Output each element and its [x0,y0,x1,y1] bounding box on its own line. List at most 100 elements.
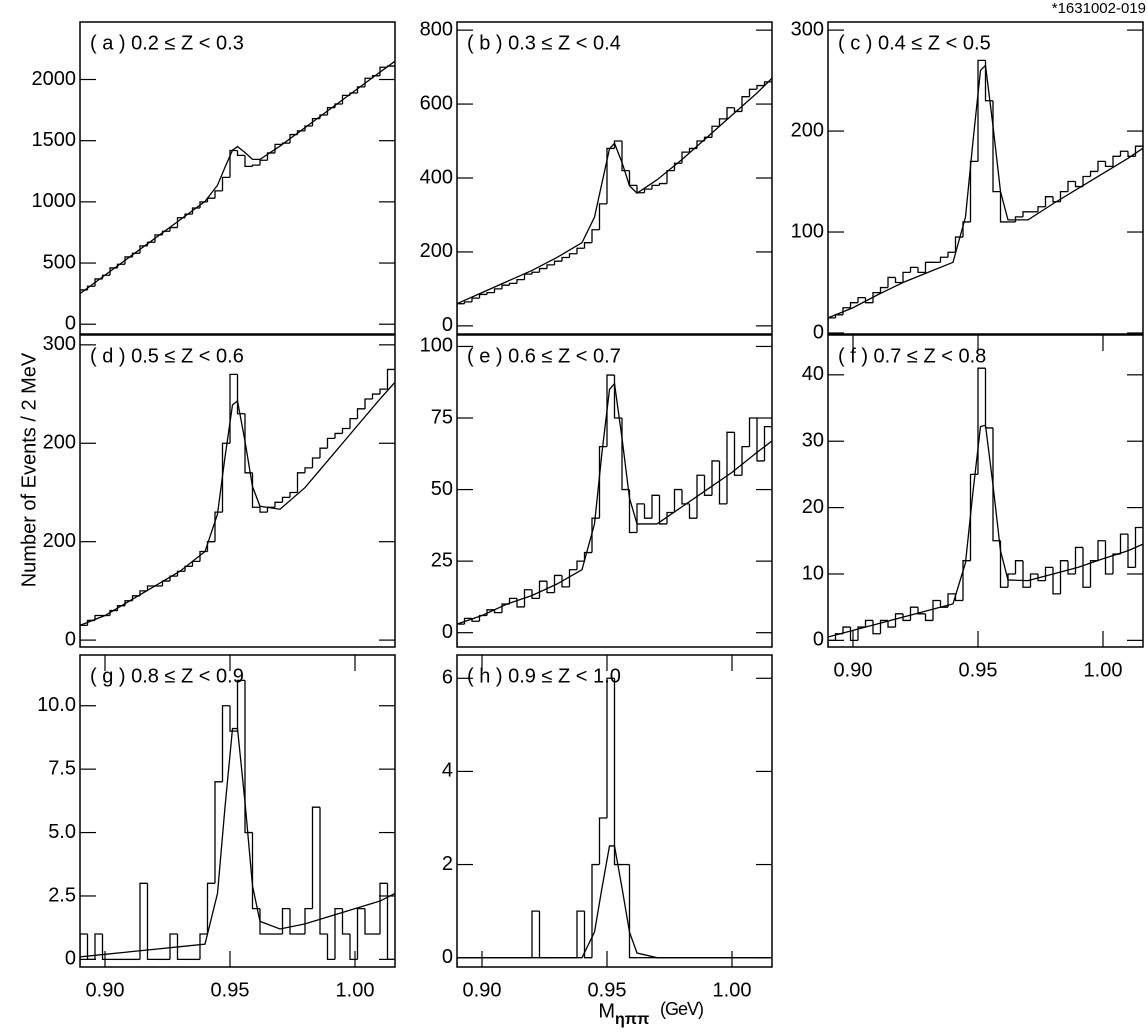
histogram-bin [341,908,350,935]
histogram-bin [741,445,750,476]
x-tick-label: 1.00 [336,979,375,1001]
histogram-bin [561,256,570,262]
histogram-bin [206,197,215,202]
histogram-bin [206,882,215,935]
histogram-bin [531,910,540,958]
histogram-bin [296,472,305,493]
histogram-bin [748,417,757,447]
histogram-bin [628,864,637,959]
y-tick-label: 200 [43,432,76,454]
y-tick-label: 0 [442,946,453,968]
histogram-bin [266,152,275,161]
histogram-bin [658,495,667,525]
histogram-bin [598,203,607,230]
histogram-bin [289,908,298,935]
histogram-bin [236,374,245,415]
histogram-bin [828,639,836,647]
histogram-bin [748,88,757,97]
histogram-bin [146,883,155,961]
y-tick-label: 75 [431,406,453,428]
histogram-bin [887,276,896,288]
histogram-bin [872,620,881,635]
x-tick-label: 0.95 [588,979,627,1001]
histogram-bin [356,86,365,93]
histogram-bin [718,118,727,127]
histogram-bin [334,908,343,960]
histogram-bin [1067,560,1076,575]
histogram-bin [969,160,978,222]
histogram-bin [1007,573,1016,588]
panel: 0 200 200 300 ( d ) 0.5 ≤ Z < 0.6 [43,333,396,650]
histogram-bin [109,609,118,616]
panel-title: ( c ) 0.4 ≤ Z < 0.5 [838,32,991,54]
y-tick-label: 200 [43,530,76,552]
histogram-bin [457,303,465,334]
plot-area [457,77,772,334]
histogram-bin [356,908,365,960]
histogram-bin [334,432,343,439]
histogram-bin [576,560,585,570]
histogram-bin [274,501,283,508]
histogram-bin [508,282,517,286]
histogram-bin [221,176,230,191]
histogram-bin [379,882,388,935]
histogram-bin [191,560,200,567]
histogram-bin [501,284,510,289]
histogram-bin [304,467,313,473]
y-tick-label: 100 [791,220,824,242]
histogram-bin [924,261,933,273]
histogram-bin [319,114,328,119]
histogram-bin [658,182,667,186]
y-tick-label: 7.5 [48,757,76,779]
histogram-bin [169,933,178,960]
panel: 0 200 400 600 800 ( b ) 0.3 ≤ Z < 0.4 [420,18,773,336]
plot-area [457,677,772,967]
histogram-bin [169,575,178,582]
histogram-bin [977,59,986,162]
histogram-bin [176,570,185,577]
plot-area [457,374,772,647]
histogram-bin [478,293,487,299]
histogram-bin [894,277,903,284]
histogram-bin [1112,155,1121,167]
histogram-bin [1059,190,1068,202]
histogram-bin [606,677,615,818]
histogram-bin [251,832,260,910]
y-tick-label: 0 [65,948,76,970]
x-tick-label: 0.90 [86,979,125,1001]
histogram-bin [523,273,532,280]
histogram-bin [756,84,765,90]
histogram-bin [94,933,103,960]
histogram-bin [636,503,645,533]
y-tick-label: 500 [43,251,76,273]
histogram-bin [214,781,223,884]
fit-curve [828,64,1143,319]
y-tick-label: 6 [442,667,453,689]
histogram-bin [214,511,223,542]
histogram-bin [349,934,358,961]
histogram-bin [508,597,517,605]
histogram-bin [221,705,230,782]
histogram-bin [1082,547,1091,588]
histogram-bin [259,159,268,166]
histogram-bin [169,226,178,232]
histogram-bin [583,911,592,959]
histogram-bin [386,368,395,390]
panel-title: ( d ) 0.5 ≤ Z < 0.6 [90,345,244,367]
histogram-bin [606,147,615,204]
histogram-bin [591,229,600,243]
panel-frame [79,21,396,335]
histogram-bin [872,291,881,303]
histogram-bin [1134,526,1143,568]
histogram-bin [251,164,260,167]
histogram-bin [726,107,735,119]
histogram-bin [1127,151,1136,157]
histogram-bin [726,431,735,504]
histogram-bin [244,680,253,834]
histogram-bin [229,705,238,732]
histogram-bin [379,66,388,76]
plot-area [80,368,395,647]
figure-id: *1631002-019 [1052,0,1146,17]
histogram-bin [1127,534,1136,568]
histogram-bin [471,297,480,302]
